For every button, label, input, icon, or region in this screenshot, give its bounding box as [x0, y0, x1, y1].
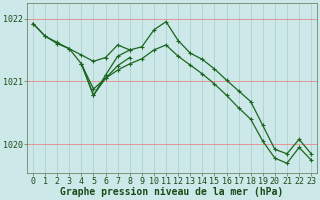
X-axis label: Graphe pression niveau de la mer (hPa): Graphe pression niveau de la mer (hPa)	[60, 187, 284, 197]
